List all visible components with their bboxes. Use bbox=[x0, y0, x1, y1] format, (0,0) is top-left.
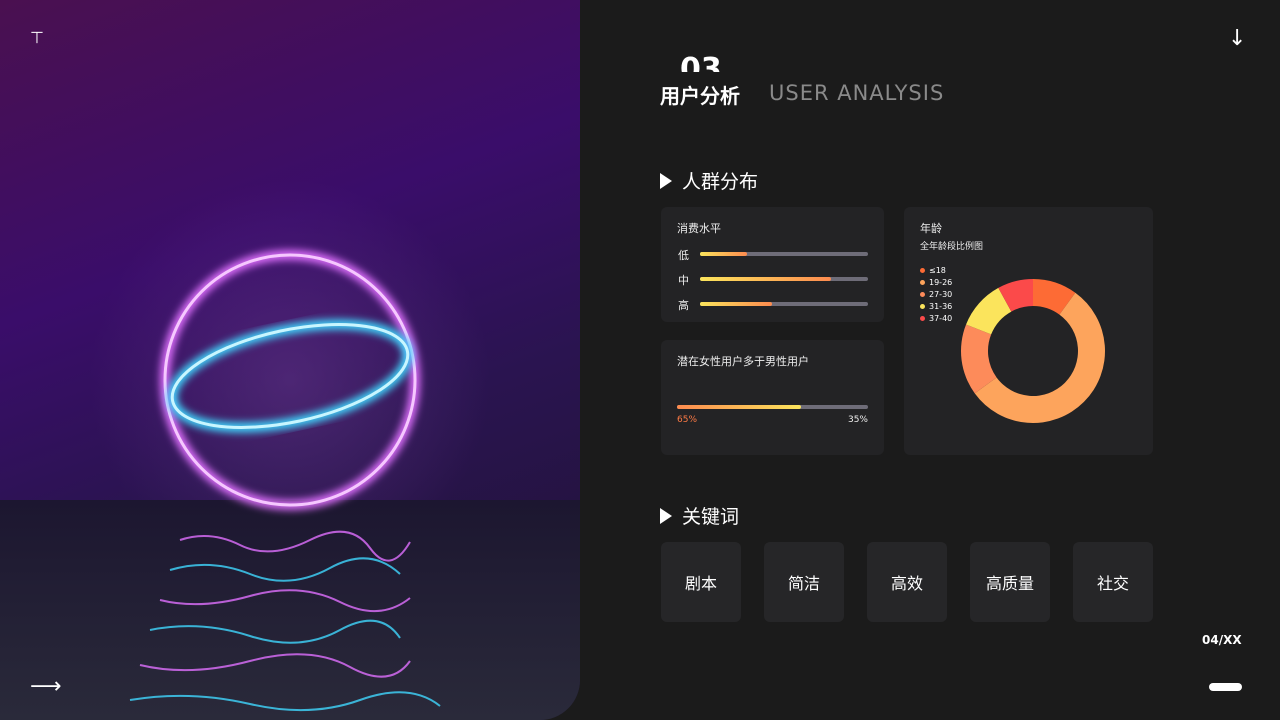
page-indicator: 04/XX bbox=[1202, 633, 1242, 647]
card-title: 潜在女性用户多于男性用户 bbox=[677, 355, 809, 368]
legend-dot bbox=[920, 292, 925, 297]
page-title-en: USER ANALYSIS bbox=[769, 81, 945, 105]
consumption-bar bbox=[700, 277, 868, 281]
back-icon[interactable]: ⊤ bbox=[30, 28, 44, 47]
consumption-bar bbox=[700, 302, 868, 306]
consumption-row-label: 低 bbox=[678, 249, 689, 262]
triangle-icon bbox=[660, 172, 672, 189]
neon-sphere-illustration bbox=[0, 180, 580, 720]
legend-dot bbox=[920, 280, 925, 285]
hero-image: ⊤ ⟶ bbox=[0, 0, 580, 720]
keyword-tag: 高效 bbox=[867, 542, 947, 622]
arrow-right-icon[interactable]: ⟶ bbox=[30, 674, 62, 699]
section-title: 人群分布 bbox=[682, 171, 759, 193]
keyword-tag: 高质量 bbox=[970, 542, 1050, 622]
donut-slice-19-26 bbox=[974, 292, 1105, 423]
female-percent: 65% bbox=[677, 415, 698, 425]
legend-item: 27-30 bbox=[920, 290, 952, 299]
legend-label: 31-36 bbox=[929, 302, 953, 311]
consumption-bar-fill bbox=[700, 302, 773, 306]
keyword-tag: 剧本 bbox=[661, 542, 741, 622]
consumption-bar-fill bbox=[700, 277, 832, 281]
card-subtitle: 全年龄段比例图 bbox=[920, 242, 984, 252]
legend-item: 19-26 bbox=[920, 278, 952, 287]
card-title: 消费水平 bbox=[677, 222, 721, 235]
card-title: 年龄 bbox=[920, 222, 942, 235]
consumption-row-label: 高 bbox=[678, 299, 689, 312]
legend-dot bbox=[920, 268, 925, 273]
triangle-icon bbox=[660, 507, 672, 524]
donut-slice-37-40 bbox=[998, 279, 1033, 312]
age-donut-chart bbox=[961, 279, 1105, 423]
female-bar-fill bbox=[677, 405, 802, 409]
legend-label: ≤18 bbox=[929, 266, 946, 275]
legend-item: ≤18 bbox=[920, 266, 946, 275]
legend-label: 27-30 bbox=[929, 290, 953, 299]
legend-dot bbox=[920, 304, 925, 309]
page-title: 用户分析 bbox=[660, 84, 740, 108]
donut-slice-27-30 bbox=[961, 324, 997, 394]
section-keywords: 关键词 bbox=[660, 502, 739, 529]
scroll-handle[interactable] bbox=[1209, 683, 1242, 691]
keyword-tag: 社交 bbox=[1073, 542, 1153, 622]
legend-label: 37-40 bbox=[929, 314, 953, 323]
legend-item: 37-40 bbox=[920, 314, 952, 323]
legend-label: 19-26 bbox=[929, 278, 953, 287]
section-title: 关键词 bbox=[682, 506, 740, 528]
consumption-bar-fill bbox=[700, 252, 748, 256]
donut-slice-31-36 bbox=[966, 287, 1012, 335]
male-percent: 35% bbox=[847, 415, 868, 425]
section-number: 03 bbox=[680, 52, 722, 72]
keyword-tag: 简洁 bbox=[764, 542, 844, 622]
donut-slice-≤18 bbox=[1033, 279, 1076, 315]
legend-item: 31-36 bbox=[920, 302, 952, 311]
arrow-down-icon[interactable]: ↓ bbox=[1228, 26, 1247, 51]
gender-card: 潜在女性用户多于男性用户 65% 35% bbox=[661, 340, 884, 455]
section-crowd: 人群分布 bbox=[660, 167, 758, 194]
consumption-row-label: 中 bbox=[678, 274, 689, 287]
legend-dot bbox=[920, 316, 925, 321]
consumption-bar bbox=[700, 252, 868, 256]
